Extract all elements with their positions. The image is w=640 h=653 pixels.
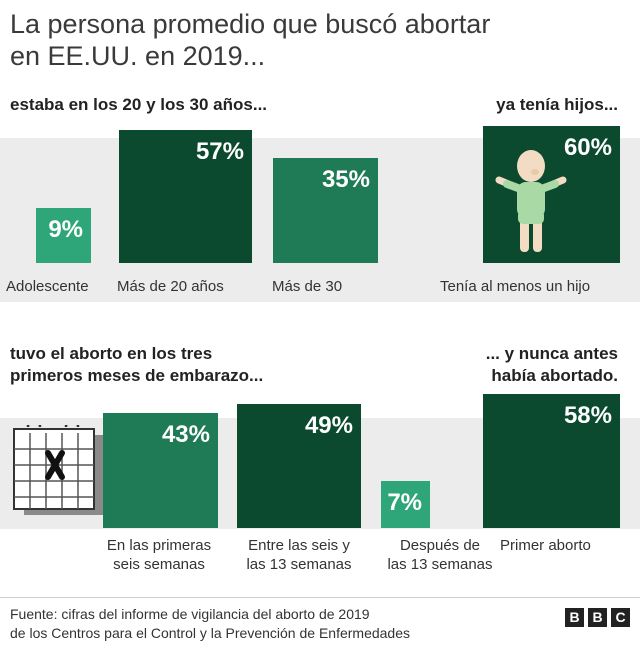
bar-label: 35% — [321, 166, 370, 193]
title-line-2: en EE.UU. en 2019... — [10, 41, 266, 71]
category-label: Entre las seis y las 13 semanas — [234, 536, 364, 574]
category-label-line: las 13 semanas — [387, 556, 493, 573]
subtitle-trimester-line-2: primeros meses de embarazo... — [10, 366, 264, 385]
category-label: Más de 20 años — [117, 278, 224, 295]
bar-tenia-hijo: 60% — [483, 126, 620, 263]
bbc-logo-letter: B — [588, 608, 607, 627]
category-label: Primer aborto — [500, 537, 591, 554]
bar-label: 9% — [48, 216, 83, 243]
calendar-icon — [13, 425, 104, 515]
bar-label: 57% — [195, 138, 244, 165]
baby-icon — [495, 150, 567, 252]
bar-label: 58% — [563, 402, 612, 429]
category-label-line: las 13 semanas — [246, 556, 352, 573]
bbc-logo: B B C — [565, 608, 630, 627]
category-label: Más de 30 — [272, 278, 343, 295]
bbc-logo-letter: C — [611, 608, 630, 627]
source-line-1: Fuente: cifras del informe de vigilancia… — [10, 606, 370, 622]
bar-mas-de-30: 35% — [273, 158, 378, 263]
category-label-line: Después de — [399, 537, 481, 554]
bar-adolescente: 9% — [36, 208, 91, 263]
subtitle-age: estaba en los 20 y los 30 años... — [10, 95, 268, 114]
category-label: Tenía al menos un hijo — [440, 278, 591, 295]
title-line-1: La persona promedio que buscó abortar — [10, 9, 491, 39]
category-label: En las primeras seis semanas — [96, 536, 222, 574]
footer: Fuente: cifras del informe de vigilancia… — [0, 597, 640, 653]
category-label-line: En las primeras — [106, 537, 212, 554]
bar-label: 49% — [304, 412, 353, 439]
bar-despues-13: 7% — [381, 481, 430, 528]
bbc-logo-letter: B — [565, 608, 584, 627]
category-label-line: seis semanas — [113, 556, 205, 573]
source-note: Fuente: cifras del informe de vigilancia… — [10, 605, 410, 643]
bar-primeras-seis: 43% — [103, 413, 218, 528]
category-label-line: Entre las seis y — [248, 537, 350, 554]
bar-primer-aborto: 58% — [483, 394, 620, 528]
subtitle-first: ... y nunca antes había abortado. — [486, 343, 618, 387]
bar-mas-de-20: 57% — [119, 130, 252, 263]
subtitle-first-line-2: había abortado. — [491, 366, 618, 385]
bar-label: 43% — [161, 421, 210, 448]
category-label: Adolescente — [6, 278, 89, 295]
bar-label: 60% — [563, 134, 612, 161]
page-title: La persona promedio que buscó abortar en… — [10, 8, 630, 72]
bar-seis-a-13: 49% — [237, 404, 361, 528]
subtitle-trimester: tuvo el aborto en los tres primeros mese… — [10, 343, 263, 387]
subtitle-trimester-line-1: tuvo el aborto en los tres — [10, 344, 213, 363]
subtitle-first-line-1: ... y nunca antes — [485, 344, 618, 363]
bar-label: 7% — [387, 489, 422, 516]
source-line-2: de los Centros para el Control y la Prev… — [10, 625, 410, 641]
subtitle-children: ya tenía hijos... — [496, 95, 618, 114]
category-label: Después de las 13 semanas — [375, 536, 505, 574]
